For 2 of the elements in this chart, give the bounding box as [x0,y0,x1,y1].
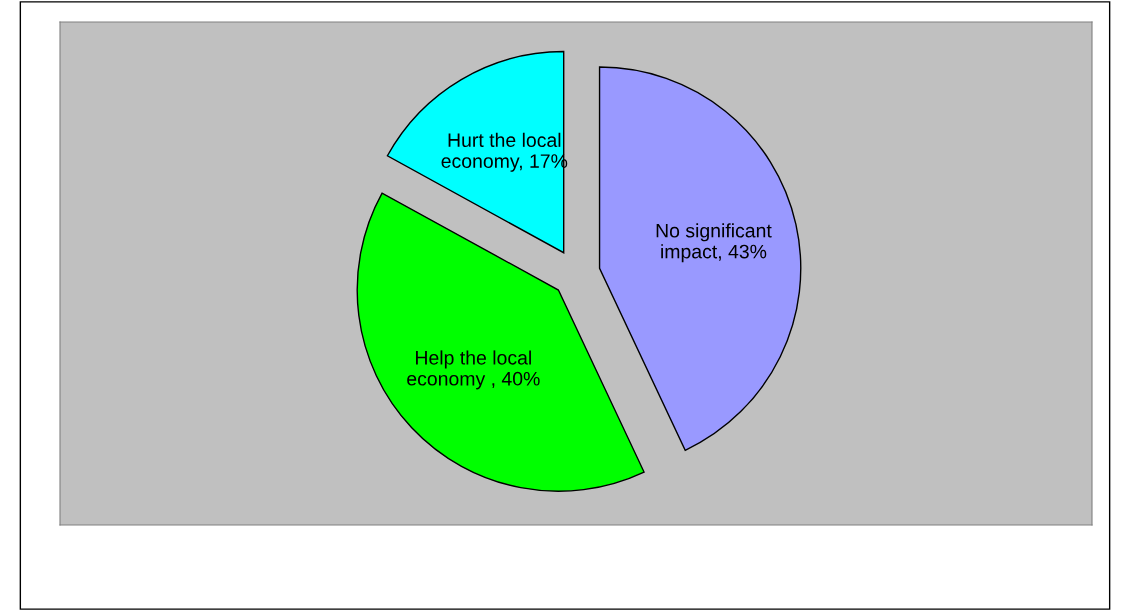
slice-label: Help the local economy , 40% [407,350,540,390]
slice-label: No significant impact, 43% [656,223,772,263]
